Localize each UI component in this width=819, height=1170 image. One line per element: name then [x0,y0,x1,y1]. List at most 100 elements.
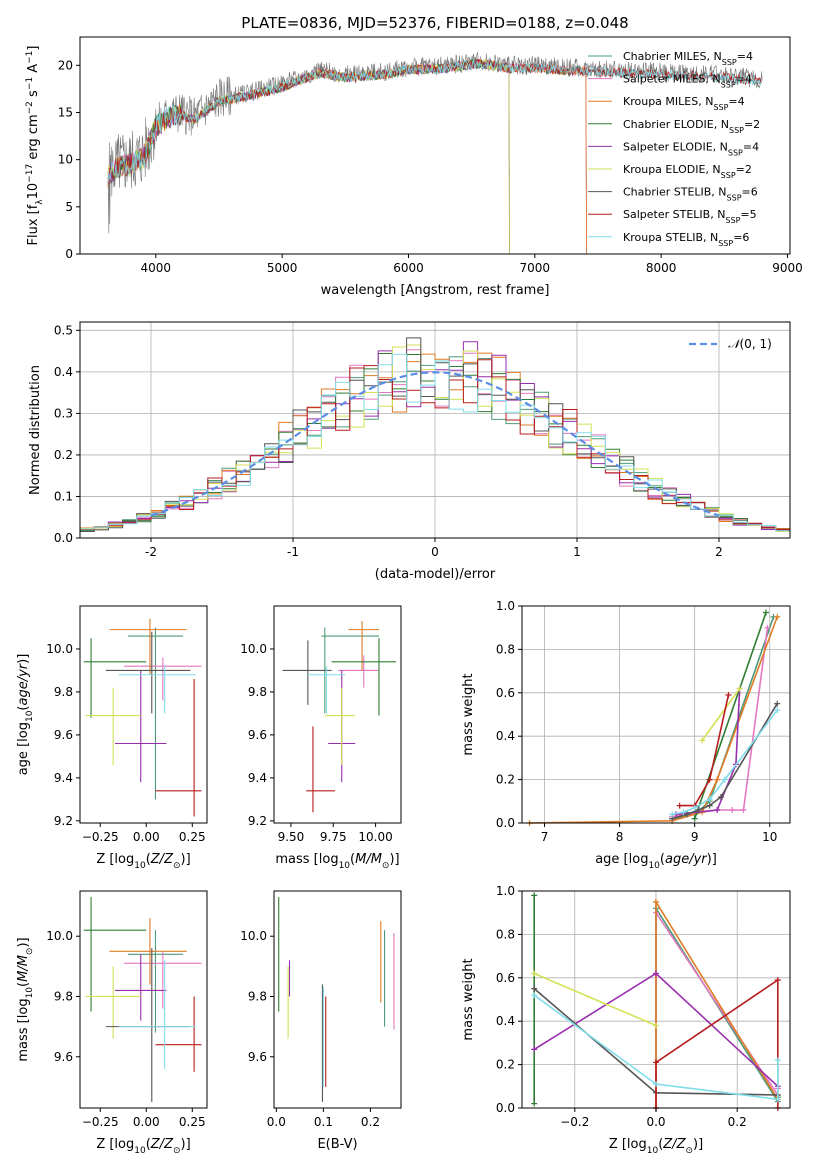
x-tick-label: 0.2 [361,1115,380,1129]
legend-entry-salpeter-miles: Salpeter MILES, NSSP=4 [623,73,752,90]
x-axis-label-part: 10 [648,861,660,871]
series-kroupa-miles [526,613,781,826]
errorbar-plot-area [278,897,395,1102]
y-axis-label-part: −1 [25,51,35,64]
x-axis-label: Z [log10(Z/Z⊙)] [609,1137,703,1156]
series-marker [684,811,691,818]
model-spectrum-salpeter-miles [107,59,587,254]
series-marker [774,1096,781,1103]
x-axis-label-part: ( [146,852,151,867]
errorbar-salpeter-elodie [114,670,167,783]
errorbar-kroupa-miles [109,918,187,985]
histogram-chabrier-stelib [80,337,790,534]
series-line [671,627,769,818]
legend-count: =4 [736,73,752,86]
x-tick-label: −0.25 [82,830,119,844]
series-marker [717,793,724,800]
x-axis-label-part: 10 [134,861,146,871]
series-marker [691,815,698,822]
series-kroupa-elodie [531,970,659,1029]
legend-entry-salpeter-stelib: Salpeter STELIB, NSSP=5 [623,208,757,225]
x-axis-label-part: Z [log [609,1137,647,1152]
series-kroupa-elodie [699,685,743,744]
spectrum-panel: 4000 5000 6000 7000 8000 9000 0 5 10 15 20 waveleng… [25,36,803,298]
x-tick-label: 7 [541,830,549,844]
series-line [655,910,779,1108]
series-marker [762,609,769,616]
x-axis-label-part: ( [658,1137,663,1152]
errorbar-kroupa-elodie [85,687,141,765]
x-axis-label: (data-model)/error [375,567,496,582]
x-tick-label: 7000 [520,261,551,275]
x-axis-label: age [log10(age/yr)] [595,852,717,871]
series-line [655,905,779,1108]
model-spectrum-kroupa-miles [107,59,587,254]
x-axis-label-part: 10 [134,1146,146,1156]
y-axis-label-part: age/yr [16,662,31,705]
y-tick-label: 0.2 [496,1058,515,1072]
x-axis-label-part: mass [log [275,852,338,867]
y-axis-label-part: mass [log [16,998,31,1061]
x-axis-label-part: )] [707,852,717,867]
legend-sub: SSP [725,216,740,225]
y-tick-label: 20 [58,58,73,72]
series-line [529,616,778,824]
legend-entry-chabrier-stelib: Chabrier STELIB, NSSP=6 [623,186,758,203]
x-tick-label: 0.0 [267,1115,286,1129]
x-axis-label-part: ⊙ [685,1146,693,1156]
legend-name: Chabrier MILES, N [623,50,722,63]
errorbar-kroupa-stelib [118,960,196,1069]
model-spectrum-kroupa-elodie [107,58,510,254]
y-tick-label: 10.0 [46,642,73,656]
legend-count: =6 [742,186,758,199]
line-plot-area [531,892,781,1111]
series-marker [706,776,713,783]
y-tick-label: 9.4 [54,771,73,785]
y-axis-label: age [log10(age/yr)] [16,654,35,776]
series-kroupa-stelib [669,707,781,818]
y-tick-label: 1.0 [496,599,515,613]
errorbar-kroupa-elodie [324,687,356,765]
y-tick-label: 0.6 [496,686,515,700]
x-tick-label: 5000 [267,261,298,275]
y-axis-label-part: s [26,90,41,101]
legend-count: =5 [740,208,756,221]
y-tick-label: 9.8 [248,685,267,699]
errorbar-chabrier-stelib [282,640,332,705]
y-axis-label-part: 10 [25,710,35,722]
series-marker [706,796,713,803]
axes-frame [79,890,208,1109]
axes-frame [273,890,402,1109]
y-tick-label: 0.0 [54,531,73,545]
y-tick-label: 0 [65,247,73,261]
legend-count: =4 [728,95,744,108]
x-axis-label-part: ⊙ [173,861,181,871]
series-marker [531,892,538,899]
y-tick-label: 1.0 [496,884,515,898]
y-axis-label-part: age [log [16,722,31,775]
series-salpeter-miles [669,624,771,820]
x-axis-label: Z [log10(Z/Z⊙)] [96,852,190,871]
series-line [671,709,778,816]
legend-name: Kroupa MILES, N [623,95,713,108]
x-tick-label: 9000 [772,261,803,275]
y-tick-label: 0.2 [496,773,515,787]
series-line [533,994,779,1101]
y-tick-label: 9.2 [54,814,73,828]
legend-entry-kroupa-miles: Kroupa MILES, NSSP=4 [623,95,745,112]
y-tick-label: 9.2 [248,814,267,828]
series-marker [691,804,698,811]
legend-name: Chabrier STELIB, N [623,186,727,199]
series-marker [774,707,781,714]
series-marker [721,776,728,783]
y-axis-label-part: ( [16,706,31,711]
x-axis-label-part: ( [146,1137,151,1152]
x-tick-label: 2 [715,545,723,559]
errorbar-salpeter-elodie [114,954,167,1021]
x-axis-label-part: Z/Z [150,1137,174,1152]
x-axis-label-part: ( [350,852,355,867]
errorbar-salpeter-miles [124,657,202,701]
y-axis-label-part: ( [16,982,31,987]
